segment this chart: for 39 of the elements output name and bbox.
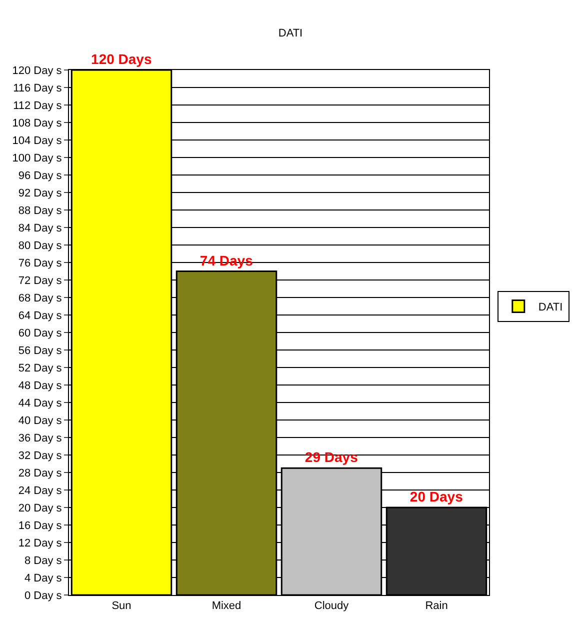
x-tick-label: Cloudy [314,600,350,612]
y-tick-label: 72 Day s [18,274,62,287]
y-tick-label: 96 Day s [18,170,62,182]
y-tick-label: 48 Day s [18,380,62,392]
y-tick-label: 100 Day s [12,152,62,164]
y-tick-label: 104 Day s [12,134,62,147]
y-tick-label: 64 Day s [18,310,62,322]
y-tick-label: 20 Day s [18,502,62,514]
x-tick-label: Mixed [212,600,242,612]
y-tick-label: 60 Day s [18,327,62,340]
y-tick-label: 112 Day s [13,100,62,112]
y-tick-label: 88 Day s [18,204,62,217]
y-tick-label: 32 Day s [18,450,62,462]
y-tick-label: 108 Day s [12,117,62,130]
y-tick-label: 40 Day s [18,414,62,427]
y-tick-label: 120 Day s [12,64,62,77]
y-tick-label: 8 Day s [24,554,62,567]
y-tick-label: 92 Day s [18,187,62,200]
y-tick-label: 56 Day s [18,344,62,357]
y-tick-label: 36 Day s [18,432,62,444]
x-tick-label: Rain [425,600,448,612]
y-tick-label: 16 Day s [18,520,62,532]
y-tick-label: 84 Day s [18,222,62,234]
y-tick-label: 52 Day s [18,362,62,374]
y-tick-label: 116 Day s [13,82,62,94]
y-tick-label: 12 Day s [18,537,62,550]
y-tick-label: 4 Day s [24,572,62,584]
x-tick-label: Sun [112,600,132,612]
y-tick-label: 76 Day s [18,257,62,270]
y-tick-label: 28 Day s [18,467,62,480]
y-tick-label: 0 Day s [24,590,62,602]
y-tick-label: 44 Day s [18,397,62,410]
chart-title: DATI [278,28,303,40]
legend-label: DATI [538,302,563,314]
y-tick-label: 68 Day s [18,292,62,304]
y-tick-label: 24 Day s [18,484,62,497]
data-label: 20 Days [410,488,464,504]
data-label: 120 Days [91,51,152,67]
y-tick-label: 80 Day s [18,240,62,252]
